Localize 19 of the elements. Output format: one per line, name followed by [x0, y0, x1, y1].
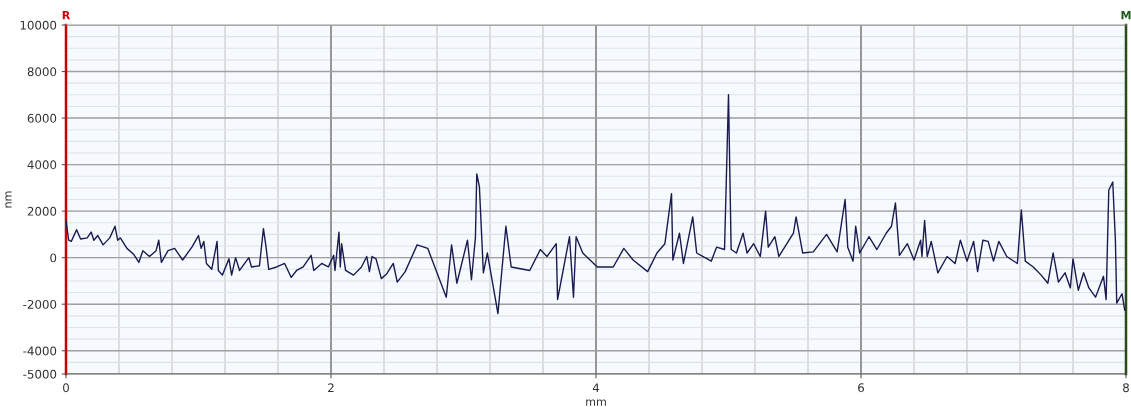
- y-tick-label: 6000: [27, 113, 57, 123]
- y-tick-label: 8000: [27, 67, 57, 77]
- x-tick-label: 8: [1123, 383, 1129, 393]
- text: R: [62, 11, 71, 20]
- y-tick-label: 0: [50, 253, 57, 263]
- x-tick-label: 2: [328, 383, 334, 392]
- x-tick-label: 4: [592, 383, 600, 392]
- y-tick-label: -2000: [23, 299, 57, 309]
- x-tick-label: 6: [858, 383, 865, 393]
- line-series: [66, 94, 1126, 315]
- x-tick-label: 0: [63, 383, 69, 393]
- y-tick-label: 4000: [27, 160, 57, 170]
- x-axis-title: mm: [586, 399, 606, 406]
- y-tick-label: -5000: [23, 369, 57, 379]
- y-tick-label: 2000: [27, 206, 57, 216]
- text: M: [1121, 11, 1131, 20]
- y-axis-title: nm: [5, 191, 12, 208]
- y-tick-label: 10000: [20, 20, 57, 30]
- y-tick-label: -4000: [23, 346, 57, 356]
